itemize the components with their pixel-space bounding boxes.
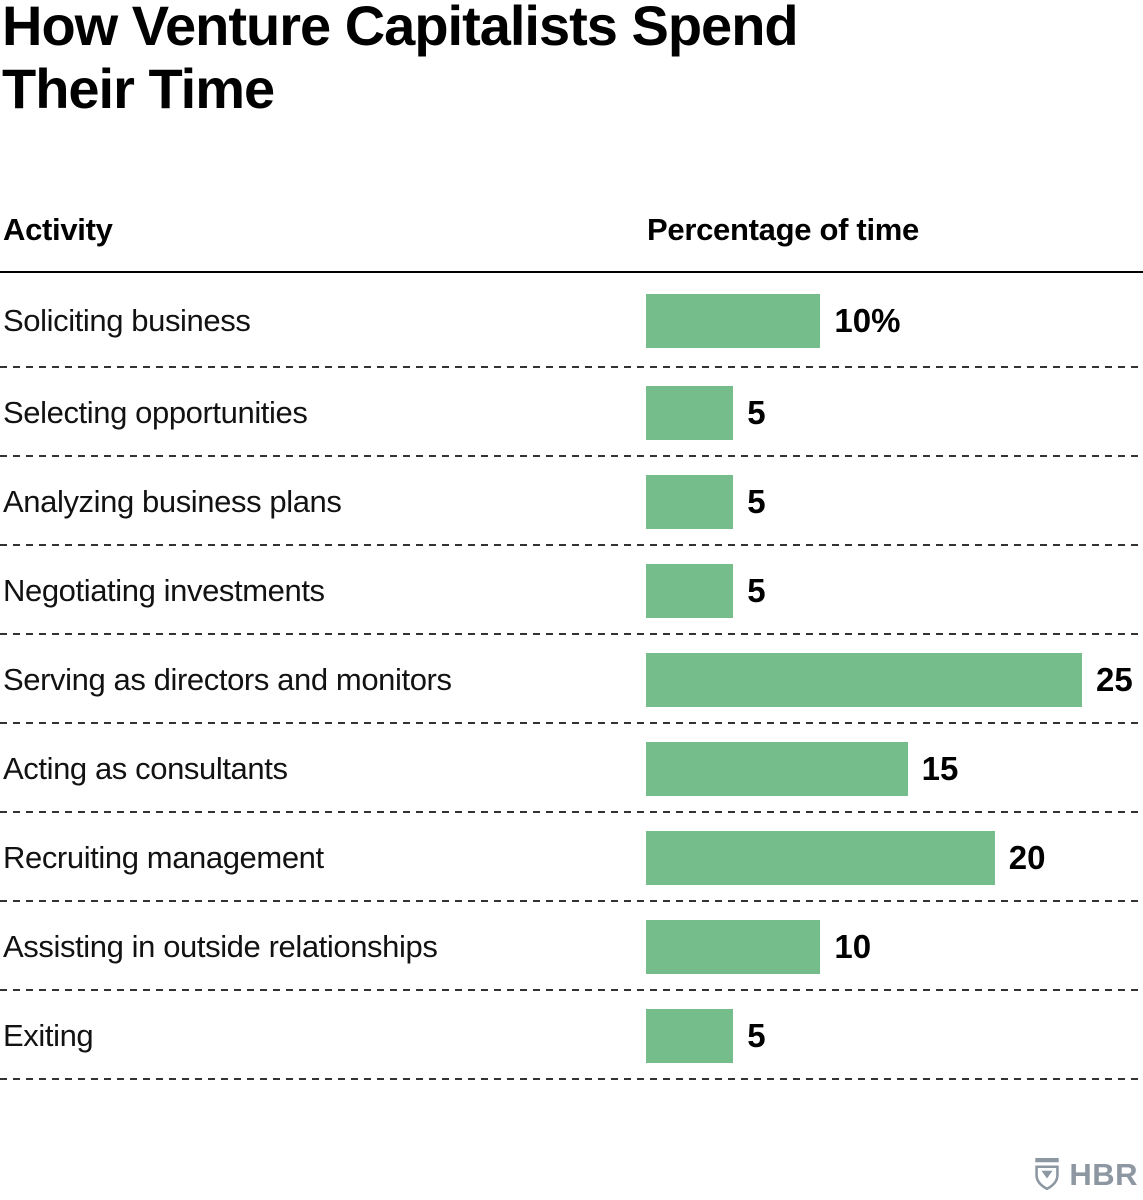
activity-label: Selecting opportunities (3, 394, 308, 430)
hbr-logo: HBR (1034, 1158, 1138, 1191)
activity-label: Negotiating investments (3, 572, 325, 608)
value-label: 10% (834, 301, 901, 339)
table-row: Assisting in outside relationships 10 (0, 902, 1143, 991)
value-bar (646, 919, 821, 974)
table-row: Acting as consultants 15 (0, 724, 1143, 813)
activity-label: Assisting in outside relationships (3, 928, 438, 964)
header-rule (0, 271, 1143, 273)
chart-title: How Venture Capitalists Spend Their Time (2, 0, 799, 120)
table-row: Serving as directors and monitors 25 (0, 635, 1143, 724)
value-label: 5 (747, 1016, 766, 1054)
value-bar (646, 652, 1082, 707)
activity-label: Analyzing business plans (3, 483, 342, 519)
activity-label: Soliciting business (3, 302, 251, 338)
value-label: 5 (747, 571, 766, 609)
bar-table: Soliciting business 10% Selecting opport… (0, 273, 1143, 1080)
value-bar (646, 474, 734, 529)
value-bar (646, 293, 821, 348)
value-label: 5 (747, 482, 766, 520)
table-row: Exiting 5 (0, 991, 1143, 1080)
chart-title-line1: How Venture Capitalists Spend (2, 0, 799, 57)
table-row: Recruiting management 20 (0, 813, 1143, 902)
value-label: 25 (1096, 660, 1133, 698)
value-bar (646, 563, 734, 618)
column-header-percentage: Percentage of time (647, 212, 919, 247)
hbr-shield-icon (1034, 1158, 1060, 1191)
value-label: 5 (747, 393, 766, 431)
activity-label: Exiting (3, 1017, 94, 1053)
table-row: Soliciting business 10% (0, 273, 1143, 368)
value-label: 20 (1008, 838, 1046, 876)
chart-title-line2: Their Time (2, 57, 275, 120)
activity-label: Acting as consultants (3, 750, 288, 786)
value-bar (646, 1008, 734, 1063)
value-label: 15 (921, 749, 959, 787)
table-row: Analyzing business plans 5 (0, 457, 1143, 546)
activity-label: Serving as directors and monitors (3, 661, 452, 697)
value-bar (646, 741, 908, 796)
hbr-logo-text: HBR (1069, 1157, 1138, 1192)
table-row: Selecting opportunities 5 (0, 368, 1143, 457)
activity-label: Recruiting management (3, 839, 324, 875)
value-bar (646, 830, 995, 885)
column-header-activity: Activity (3, 212, 113, 247)
value-bar (646, 385, 734, 440)
table-row: Negotiating investments 5 (0, 546, 1143, 635)
value-label: 10 (834, 927, 872, 965)
